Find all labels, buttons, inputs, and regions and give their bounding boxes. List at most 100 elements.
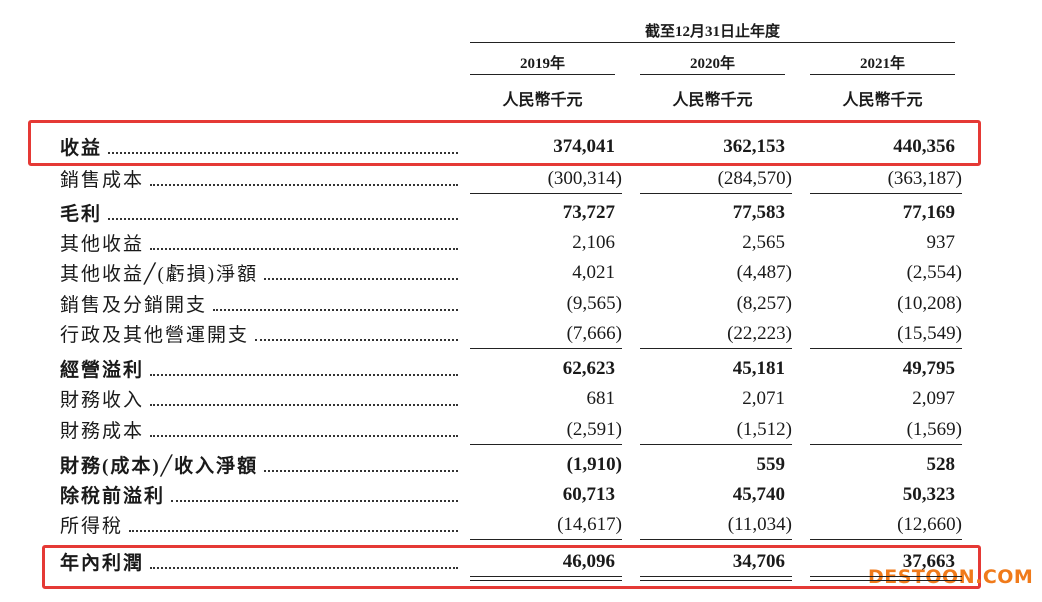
cell-value: (1,569) [906, 419, 962, 440]
cell-value: 77,169 [902, 202, 955, 223]
leader-dots [213, 309, 458, 311]
sum-rule [640, 193, 792, 194]
leader-dots [150, 184, 458, 186]
leader-dots [150, 435, 458, 437]
cell-value: (284,570) [717, 168, 792, 189]
cell-value: 50,323 [902, 484, 955, 505]
sum-rule [640, 539, 792, 540]
unit-heading: 人民幣千元 [502, 92, 583, 109]
unit-heading: 人民幣千元 [842, 92, 923, 109]
cell-value: 45,740 [732, 484, 785, 505]
cell-value: (1,910) [566, 454, 622, 475]
cell-value: (363,187) [887, 168, 962, 189]
label-text: 行政及其他營運開支 [60, 325, 250, 346]
cell-value: (2,554) [906, 262, 962, 283]
cell-value: 45,181 [732, 358, 785, 379]
year-heading: 2020年 [689, 56, 735, 72]
sum-rule [640, 444, 792, 445]
cell-value: (15,549) [897, 323, 962, 344]
label-text: 財務成本 [60, 421, 145, 442]
sum-rule [810, 193, 962, 194]
cell-value: 2,097 [912, 388, 955, 409]
sum-rule [470, 348, 622, 349]
sum-rule [810, 580, 962, 581]
leader-dots [171, 500, 458, 502]
cell-value: (11,034) [727, 514, 792, 535]
label-text: 其他收益 [60, 234, 145, 255]
sum-rule [470, 444, 622, 445]
sum-rule [470, 193, 622, 194]
cell-value: 77,583 [732, 202, 785, 223]
row-label: 所得稅 [60, 512, 458, 538]
sum-rule [470, 580, 622, 581]
cell-value: (14,617) [557, 514, 622, 535]
cell-value: 2,565 [742, 232, 785, 253]
label-text: 除稅前溢利 [60, 486, 166, 507]
sum-rule [640, 348, 792, 349]
label-text: 其他收益╱(虧損)淨額 [60, 264, 259, 285]
cell-value: (9,565) [566, 293, 622, 314]
label-text: 毛利 [60, 204, 103, 225]
cell-value: 46,096 [562, 551, 615, 572]
cell-value: 49,795 [902, 358, 955, 379]
watermark: DESTOON.COM [868, 566, 1034, 588]
highlight-box [28, 120, 981, 166]
sum-rule [470, 539, 622, 540]
row-label: 收益 [60, 134, 458, 160]
sum-rule [810, 539, 962, 540]
leader-dots [150, 248, 458, 250]
cell-value: 4,021 [572, 262, 615, 283]
period-heading: 截至12月31日止年度 [644, 24, 780, 40]
label-text: 經營溢利 [60, 360, 145, 381]
cell-value: 34,706 [732, 551, 785, 572]
sum-rule [470, 576, 622, 577]
year-rule [640, 74, 785, 75]
leader-dots [264, 470, 458, 472]
cell-value: 559 [756, 454, 786, 475]
year-rule [810, 74, 955, 75]
cell-value: 2,071 [742, 388, 785, 409]
row-label: 毛利 [60, 200, 458, 226]
label-text: 銷售及分銷開支 [60, 295, 208, 316]
header-rule [470, 42, 955, 43]
cell-value: 2,106 [572, 232, 615, 253]
cell-value: 73,727 [562, 202, 615, 223]
cell-value: 528 [926, 454, 956, 475]
row-label: 除稅前溢利 [60, 482, 458, 508]
cell-value: 37,663 [902, 551, 955, 572]
row-label: 財務(成本)╱收入淨額 [60, 452, 458, 478]
label-text: 所得稅 [60, 516, 124, 537]
row-label: 財務成本 [60, 417, 458, 443]
leader-dots [150, 567, 458, 569]
cell-value: (2,591) [566, 419, 622, 440]
year-rule [470, 74, 615, 75]
leader-dots [150, 374, 458, 376]
cell-value: (300,314) [547, 168, 622, 189]
label-text: 收益 [60, 138, 103, 159]
cell-value: 362,153 [723, 136, 785, 157]
sum-rule [810, 444, 962, 445]
leader-dots [150, 404, 458, 406]
cell-value: 937 [926, 232, 956, 253]
leader-dots [264, 278, 458, 280]
sum-rule [810, 576, 962, 577]
row-label: 其他收益 [60, 230, 458, 256]
row-label: 經營溢利 [60, 356, 458, 382]
year-heading: 2021年 [859, 56, 905, 72]
cell-value: (8,257) [736, 293, 792, 314]
cell-value: (10,208) [897, 293, 962, 314]
cell-value: 62,623 [562, 358, 615, 379]
label-text: 年內利潤 [60, 553, 145, 574]
row-label: 財務收入 [60, 386, 458, 412]
leader-dots [129, 530, 458, 532]
cell-value: 374,041 [553, 136, 615, 157]
row-label: 其他收益╱(虧損)淨額 [60, 260, 458, 286]
sum-rule [810, 348, 962, 349]
cell-value: 681 [586, 388, 616, 409]
leader-dots [108, 152, 458, 154]
cell-value: (4,487) [736, 262, 792, 283]
cell-value: 60,713 [562, 484, 615, 505]
row-label: 銷售及分銷開支 [60, 291, 458, 317]
cell-value: (1,512) [736, 419, 792, 440]
